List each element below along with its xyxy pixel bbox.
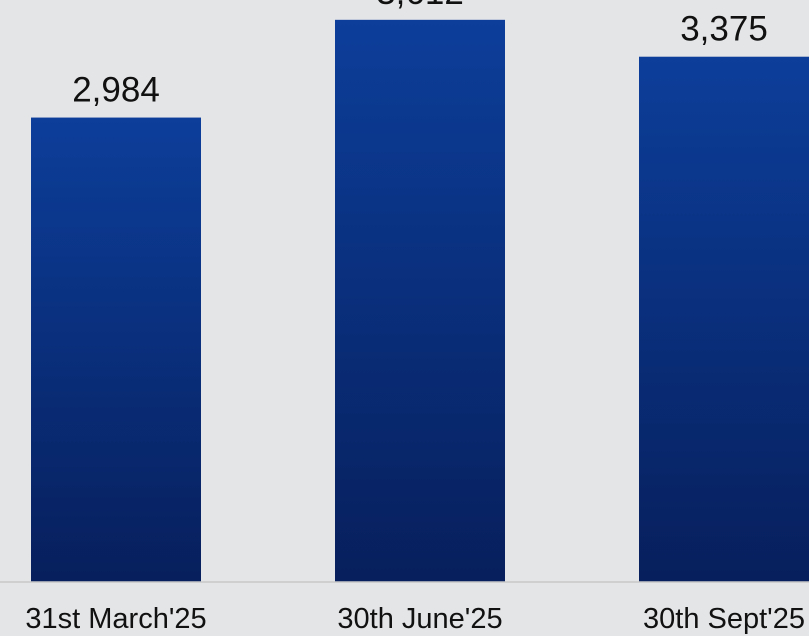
bars-layer bbox=[31, 19, 809, 583]
x-axis-ticks: 31st March'25 30th June'25 30th Sept'25 bbox=[25, 603, 805, 635]
labels-layer: 2,984 3,612 3,375 bbox=[72, 0, 768, 110]
bar-2 bbox=[335, 19, 505, 583]
x-tick-label-2: 30th June'25 bbox=[337, 603, 502, 635]
bar-3 bbox=[639, 56, 809, 582]
data-label-3: 3,375 bbox=[680, 10, 768, 49]
bar-1 bbox=[31, 117, 201, 583]
data-label-2: 3,612 bbox=[376, 0, 464, 12]
x-tick-label-1: 31st March'25 bbox=[25, 603, 206, 635]
data-label-1: 2,984 bbox=[72, 71, 160, 110]
x-tick-label-3: 30th Sept'25 bbox=[643, 603, 805, 635]
